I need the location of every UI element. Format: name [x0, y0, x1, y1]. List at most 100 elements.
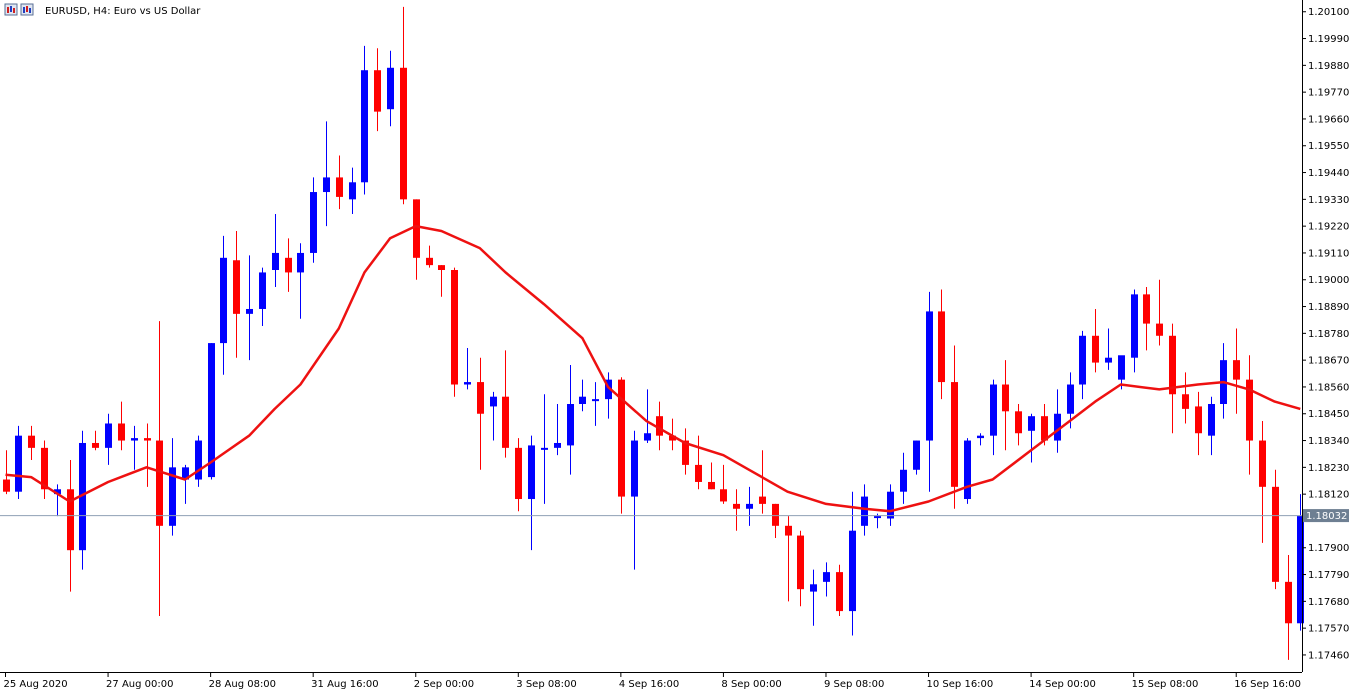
candle-body [746, 503, 753, 509]
candle [1092, 308, 1099, 373]
candle-body [144, 438, 151, 441]
price-tick-label: 1.19000 [1308, 275, 1349, 286]
candle [1002, 360, 1009, 451]
candle [105, 413, 112, 465]
candle-body [323, 177, 330, 193]
candle [746, 486, 753, 526]
candle [900, 452, 907, 504]
candle [1297, 494, 1304, 631]
candle-body [1233, 360, 1240, 380]
candle [67, 460, 74, 592]
time-tick-label: 2 Sep 00:00 [414, 679, 474, 690]
candle-body [1028, 416, 1035, 431]
candle-body [682, 440, 689, 465]
candle [349, 167, 356, 214]
candle [1054, 389, 1061, 453]
candle [208, 343, 215, 480]
candle [246, 255, 253, 361]
price-tick-label: 1.18340 [1308, 436, 1349, 447]
candle [131, 425, 138, 470]
candle [951, 345, 958, 509]
candle [92, 430, 99, 451]
chart-window-icon [4, 3, 34, 16]
candle-body [887, 491, 894, 519]
candle [477, 357, 484, 470]
price-tick-label: 1.19440 [1308, 168, 1349, 179]
current-price-tag [1303, 509, 1349, 523]
candle-body [297, 252, 304, 273]
price-tick-label: 1.18670 [1308, 356, 1349, 367]
candle [528, 435, 535, 551]
candle-body [990, 384, 997, 436]
candle [54, 484, 61, 517]
candle [118, 401, 125, 451]
candle [1233, 328, 1240, 414]
candle [323, 121, 330, 227]
candle [451, 267, 458, 397]
candle [41, 440, 48, 500]
candle-body [1272, 486, 1279, 582]
candle-body [259, 272, 266, 309]
candle [849, 491, 856, 636]
candle-body [1143, 294, 1150, 324]
candle-body [592, 399, 599, 402]
time-tick-label: 9 Sep 08:00 [824, 679, 884, 690]
candle-body [849, 530, 856, 612]
candle-body [3, 479, 10, 492]
price-tick-label: 1.17790 [1308, 570, 1349, 581]
candle [977, 433, 984, 446]
candle-body [823, 572, 830, 582]
candle-body [528, 445, 535, 500]
candle [823, 562, 830, 597]
candle [515, 438, 522, 512]
candle [567, 365, 574, 475]
candle-body [438, 265, 445, 270]
price-tick-label: 1.19990 [1308, 34, 1349, 45]
price-tick-label: 1.19220 [1308, 222, 1349, 233]
candle [1195, 391, 1202, 456]
time-tick-label: 16 Sep 16:00 [1234, 679, 1301, 690]
price-tick-label: 1.19880 [1308, 61, 1349, 72]
candle [720, 464, 727, 504]
candle-body [195, 440, 202, 480]
candle-body [515, 447, 522, 500]
candle-body [720, 489, 727, 502]
candle-body [1195, 406, 1202, 434]
time-tick-label: 28 Aug 08:00 [209, 679, 276, 690]
candle [1182, 372, 1189, 424]
candle [1246, 355, 1253, 475]
candle [759, 450, 766, 514]
candle-body [182, 467, 189, 480]
time-tick-label: 25 Aug 2020 [4, 679, 68, 690]
candle [785, 516, 792, 602]
price-tick-label: 1.19550 [1308, 141, 1349, 152]
candle-body [1118, 355, 1125, 380]
candle [144, 423, 151, 487]
candle-body [1246, 379, 1253, 441]
candle-body [156, 440, 163, 526]
candle-body [336, 177, 343, 197]
candle [631, 430, 638, 570]
price-tick-label: 1.18450 [1308, 409, 1349, 420]
candle [28, 425, 35, 461]
candle-body [349, 182, 356, 200]
candle [400, 6, 407, 205]
candle-body [310, 192, 317, 253]
time-tick-label: 15 Sep 08:00 [1132, 679, 1199, 690]
time-tick-label: 3 Sep 08:00 [516, 679, 576, 690]
candle-body [426, 257, 433, 266]
candle-body [644, 433, 651, 441]
candle-body [169, 467, 176, 526]
candle [592, 382, 599, 426]
price-tick-label: 1.19660 [1308, 114, 1349, 125]
price-axis: 1.20100 1.19990 1.19880 1.19770 1.19660 1.195… [1302, 7, 1349, 661]
candle-body [131, 438, 138, 441]
candle [233, 231, 240, 358]
candle [1143, 287, 1150, 351]
candle-body [208, 343, 215, 478]
candle [336, 155, 343, 210]
candle-body [836, 572, 843, 612]
candle [182, 464, 189, 504]
